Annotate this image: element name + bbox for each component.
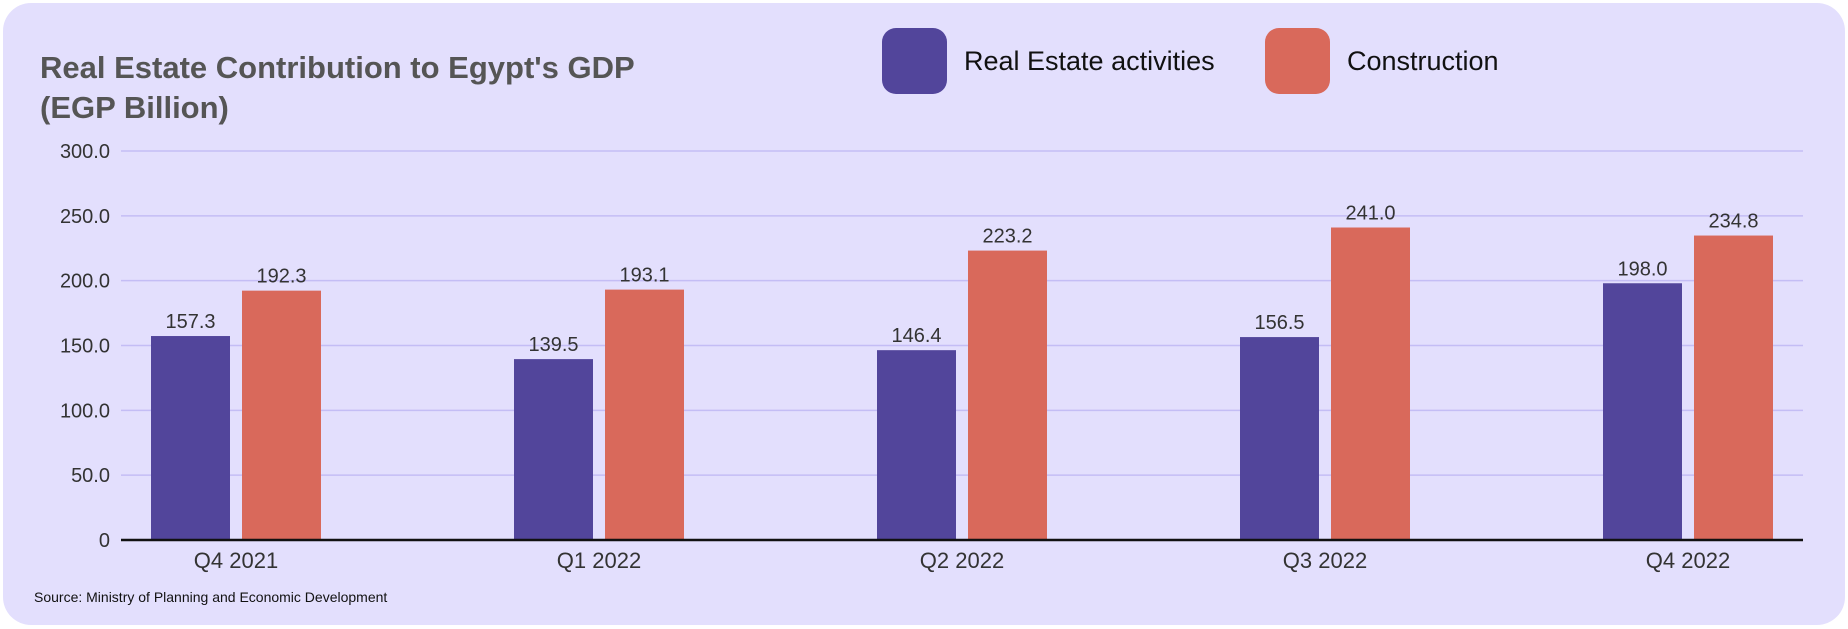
x-tick-label: Q1 2022 bbox=[557, 548, 641, 573]
legend-swatch-real-estate bbox=[882, 28, 947, 94]
y-tick-label: 300.0 bbox=[60, 141, 110, 163]
data-label: 223.2 bbox=[982, 226, 1032, 248]
bar-construction bbox=[1694, 235, 1773, 540]
legend-swatch-construction bbox=[1265, 28, 1330, 94]
bar-construction bbox=[242, 290, 321, 540]
data-label: 146.4 bbox=[891, 325, 941, 347]
data-label: 139.5 bbox=[528, 334, 578, 356]
data-label: 157.3 bbox=[165, 311, 215, 333]
y-tick-label: 0 bbox=[99, 530, 110, 552]
bar-construction bbox=[968, 250, 1047, 541]
legend-label-construction: Construction bbox=[1347, 45, 1499, 76]
bar-construction bbox=[605, 289, 684, 540]
y-tick-label: 150.0 bbox=[60, 336, 110, 358]
x-tick-label: Q4 2021 bbox=[194, 548, 278, 573]
data-label: 192.3 bbox=[256, 266, 306, 288]
bar-real-estate bbox=[877, 350, 956, 540]
data-label: 198.0 bbox=[1617, 258, 1667, 280]
chart-title: Real Estate Contribution to Egypt's GDP bbox=[40, 50, 635, 85]
chart-title-block: Real Estate Contribution to Egypt's GDP … bbox=[40, 48, 635, 128]
source-note: Source: Ministry of Planning and Economi… bbox=[34, 589, 388, 605]
legend-item-construction: Construction bbox=[1265, 28, 1499, 94]
bar-real-estate bbox=[1240, 337, 1319, 540]
bar-real-estate bbox=[151, 336, 230, 540]
y-tick-label: 250.0 bbox=[60, 206, 110, 228]
y-tick-label: 100.0 bbox=[60, 400, 110, 422]
x-tick-label: Q4 2022 bbox=[1646, 548, 1730, 573]
data-label: 193.1 bbox=[619, 265, 669, 287]
y-tick-label: 200.0 bbox=[60, 271, 110, 293]
legend-item-real-estate: Real Estate activities bbox=[882, 28, 1215, 94]
data-label: 241.0 bbox=[1345, 203, 1395, 225]
legend-label-real-estate: Real Estate activities bbox=[964, 45, 1215, 76]
bar-real-estate bbox=[1603, 283, 1682, 540]
x-tick-label: Q3 2022 bbox=[1283, 548, 1367, 573]
data-label: 234.8 bbox=[1708, 211, 1758, 233]
chart-subtitle: (EGP Billion) bbox=[40, 90, 229, 125]
bar-real-estate bbox=[514, 359, 593, 540]
bar-construction bbox=[1331, 227, 1410, 540]
x-tick-label: Q2 2022 bbox=[920, 548, 1004, 573]
y-tick-label: 50.0 bbox=[71, 465, 110, 487]
data-label: 156.5 bbox=[1254, 312, 1304, 334]
